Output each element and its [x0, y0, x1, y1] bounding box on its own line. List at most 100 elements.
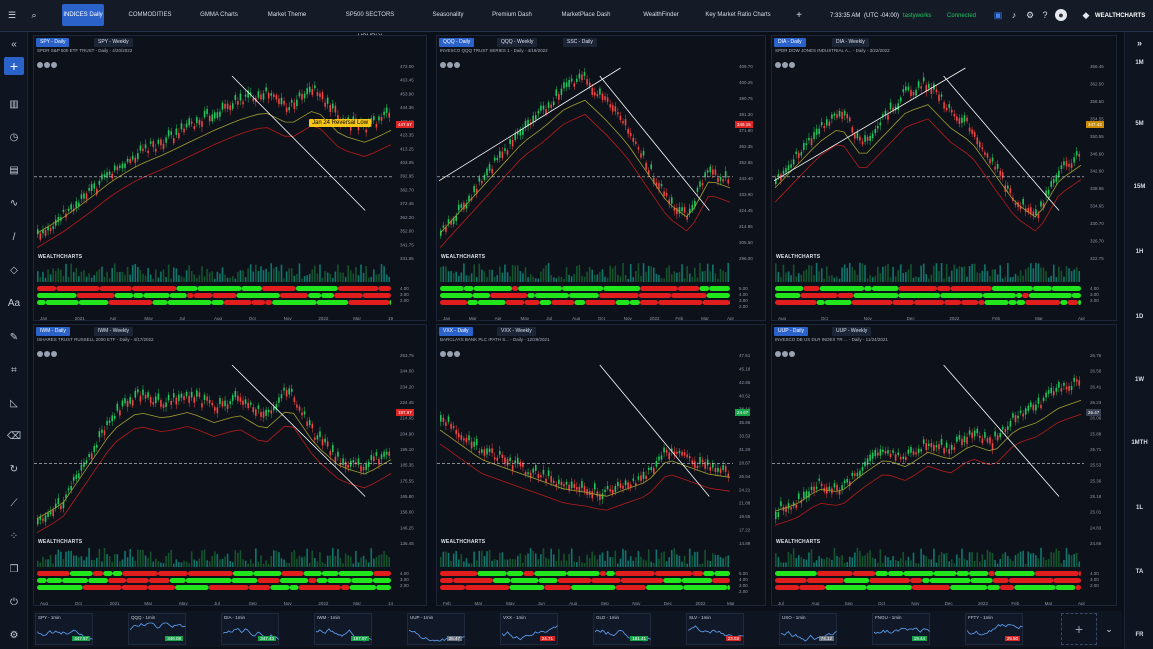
indicator-icon[interactable] — [782, 62, 788, 68]
mini-chart-vxx[interactable]: VXX - 1min 24.71 — [500, 613, 558, 645]
tab-gmma-charts[interactable]: GMMA Charts — [200, 12, 238, 18]
scatter-icon[interactable]: ⁘ — [9, 531, 19, 542]
price-chart[interactable]: 409.70 400.25 390.75 381.30 371.80 362.35 352.… — [437, 36, 766, 321]
price-chart[interactable]: 47.5145.1842.8540.5238.1935.8633.5331.20… — [437, 325, 766, 606]
tab-seasonality[interactable]: Seasonality — [432, 12, 464, 18]
panel-controls[interactable] — [440, 344, 470, 357]
tag-icon[interactable]: ⌗ — [11, 365, 17, 376]
avatar[interactable]: ● — [1055, 9, 1067, 21]
mini-chart-uso[interactable]: USO - 1min 74.12 — [779, 613, 837, 645]
mini-chart-qqq[interactable]: QQQ - 1min 349.08 — [128, 613, 186, 645]
panel-tab-daily[interactable]: DIA - Daily — [774, 38, 806, 47]
chart-panel-vxx[interactable]: VXX - Daily VXX - Weekly BARCLAYS BANK PLC… — [436, 324, 766, 606]
tab-commodities[interactable]: COMMODITIES — [128, 12, 172, 18]
tab-indices-daily[interactable]: INDICES Daily — [62, 4, 104, 26]
timeframe-1h[interactable]: 1H — [1135, 249, 1144, 255]
mini-chart-gld[interactable]: GLD - 1min 181.41 — [593, 613, 651, 645]
expand-icon[interactable] — [789, 62, 795, 68]
chart-panel-spy[interactable]: SPY - Daily SPY - Weekly SPDR S&P 500 ETF … — [33, 35, 427, 321]
panel-tab-weekly[interactable]: VXX - Weekly — [497, 327, 536, 336]
panel-tab-daily[interactable]: UUP - Daily — [774, 327, 809, 336]
search-icon[interactable]: ⌕ — [31, 10, 37, 20]
mini-chart-uup[interactable]: UUP - 1min 26.47 — [407, 613, 465, 645]
panel-tab-daily[interactable]: QQQ - Daily — [439, 38, 475, 47]
menu-icon[interactable]: ☰ — [7, 10, 17, 20]
panel-tab-weekly[interactable]: SPY - Weekly — [94, 38, 133, 47]
panel-controls[interactable] — [37, 344, 67, 357]
expand-right-icon[interactable]: » — [1136, 38, 1142, 48]
settings-icon[interactable]: ⚙ — [9, 630, 19, 641]
timeframe-fr[interactable]: FR — [1135, 632, 1144, 638]
add-drawing-button[interactable]: + — [4, 57, 24, 75]
mini-chart-fngu[interactable]: FNGU - 1min 19.44 — [872, 613, 930, 645]
expand-icon[interactable] — [51, 351, 57, 357]
settings-icon[interactable] — [775, 62, 781, 68]
panel-controls[interactable] — [37, 55, 67, 68]
refresh-icon[interactable]: ↻ — [9, 464, 19, 475]
settings-icon[interactable] — [37, 351, 43, 357]
indicator-icon[interactable] — [447, 62, 453, 68]
bar-chart-icon[interactable]: ▥ — [9, 99, 19, 110]
chevron-down-icon[interactable]: ⌄ — [1105, 624, 1113, 634]
settings-icon[interactable] — [440, 62, 446, 68]
panel-controls[interactable] — [440, 55, 470, 68]
panel-tab-daily[interactable]: VXX - Daily — [439, 327, 473, 336]
expand-icon[interactable] — [454, 351, 460, 357]
tab-market-theme[interactable]: Market Theme — [267, 12, 307, 18]
mini-chart-slv[interactable]: SLV - 1min 23.03 — [686, 613, 744, 645]
power-icon[interactable]: ⏻ — [10, 597, 18, 608]
text-icon[interactable]: Aa — [7, 298, 21, 309]
price-chart[interactable]: 366.45 362.50 358.50 354.55 350.55 346.60 342.… — [772, 36, 1117, 321]
expand-icon[interactable] — [51, 62, 57, 68]
panel-tab-daily[interactable]: IWM - Daily — [36, 327, 70, 336]
brush-icon[interactable]: ✎ — [9, 332, 19, 343]
panel-tab-weekly[interactable]: DIA - Weekly — [832, 38, 869, 47]
timeframe-15m[interactable]: 15M — [1133, 184, 1146, 190]
panel-tab-weekly[interactable]: QQQ - Weekly — [497, 38, 538, 47]
chart-panel-qqq[interactable]: QQQ - Daily QQQ - Weekly SSC - Daily INVESC… — [436, 35, 766, 321]
gear-icon[interactable]: ⚙ — [1025, 10, 1035, 20]
timeframe-1w[interactable]: 1W — [1135, 377, 1144, 383]
panel-tab-weekly[interactable]: IWM - Weekly — [94, 327, 134, 336]
expand-icon[interactable] — [789, 351, 795, 357]
tab-marketplace-dash[interactable]: MarketPlace Dash — [561, 12, 611, 18]
bell-icon[interactable]: ♪ — [1011, 10, 1017, 20]
indicator-icon[interactable] — [447, 351, 453, 357]
expand-icon[interactable] — [454, 62, 460, 68]
shapes-icon[interactable]: ◇ — [10, 265, 18, 276]
timeframe-1d[interactable]: 1D — [1135, 314, 1144, 320]
price-chart[interactable]: 473.00 463.45 453.90 444.35 433.15 423.35 413.… — [34, 36, 427, 321]
price-chart[interactable]: 253.75 244.00 234.20 224.45 214.65 204.90 195.… — [34, 325, 427, 606]
mini-chart-dia[interactable]: DIA - 1min 347.43 — [221, 613, 279, 645]
price-chart[interactable]: 26.76 26.58 26.41 26.23 26.06 25.88 25.71 25.53… — [772, 325, 1117, 606]
trash-icon[interactable]: ⌫ — [7, 431, 22, 442]
indicator-icon[interactable] — [44, 351, 50, 357]
trend-line-icon[interactable]: ∿ — [9, 198, 19, 209]
database-icon[interactable]: ▤ — [9, 165, 19, 176]
add-mini-chart-button[interactable]: + — [1061, 613, 1097, 645]
panel-controls[interactable] — [775, 55, 805, 68]
tab-premium-dash[interactable]: Premium Dash — [492, 12, 532, 18]
save-icon[interactable]: ▣ — [993, 10, 1003, 20]
pen-icon[interactable]: / — [12, 232, 16, 243]
tab-sp500-sectors-hourly[interactable]: SP500 SECTORS HOURLY — [345, 12, 395, 40]
clock-icon[interactable]: ◷ — [9, 132, 19, 143]
timeframe-5m[interactable]: 5M — [1135, 121, 1144, 127]
chart-panel-uup[interactable]: UUP - Daily UUP - Weekly INVESCO DB US DLR… — [771, 324, 1117, 606]
tab-wealthfinder[interactable]: WealthFinder — [643, 12, 679, 18]
panel-tab-daily[interactable]: SPY - Daily — [36, 38, 70, 47]
chart-annotation[interactable]: Jan 24 Reversal Low — [309, 119, 372, 127]
timeframe-1mth[interactable]: 1MTH — [1131, 440, 1148, 446]
chart-panel-dia[interactable]: DIA - Daily DIA - Weekly SPDR DOW JONES IN… — [771, 35, 1117, 321]
timeframe-ta[interactable]: TA — [1135, 569, 1144, 575]
help-icon[interactable]: ? — [1042, 10, 1048, 20]
collapse-left-icon[interactable]: « — [11, 39, 17, 50]
indicator-icon[interactable] — [44, 62, 50, 68]
panel-tab-weekly[interactable]: UUP - Weekly — [832, 327, 872, 336]
settings-icon[interactable] — [775, 351, 781, 357]
angle-icon[interactable]: ◺ — [10, 398, 18, 409]
panel-controls[interactable] — [775, 344, 805, 357]
panel-tab-extra[interactable]: SSC - Daily — [563, 38, 597, 47]
timeframe-1m[interactable]: 1M — [1135, 60, 1144, 66]
settings-icon[interactable] — [37, 62, 43, 68]
